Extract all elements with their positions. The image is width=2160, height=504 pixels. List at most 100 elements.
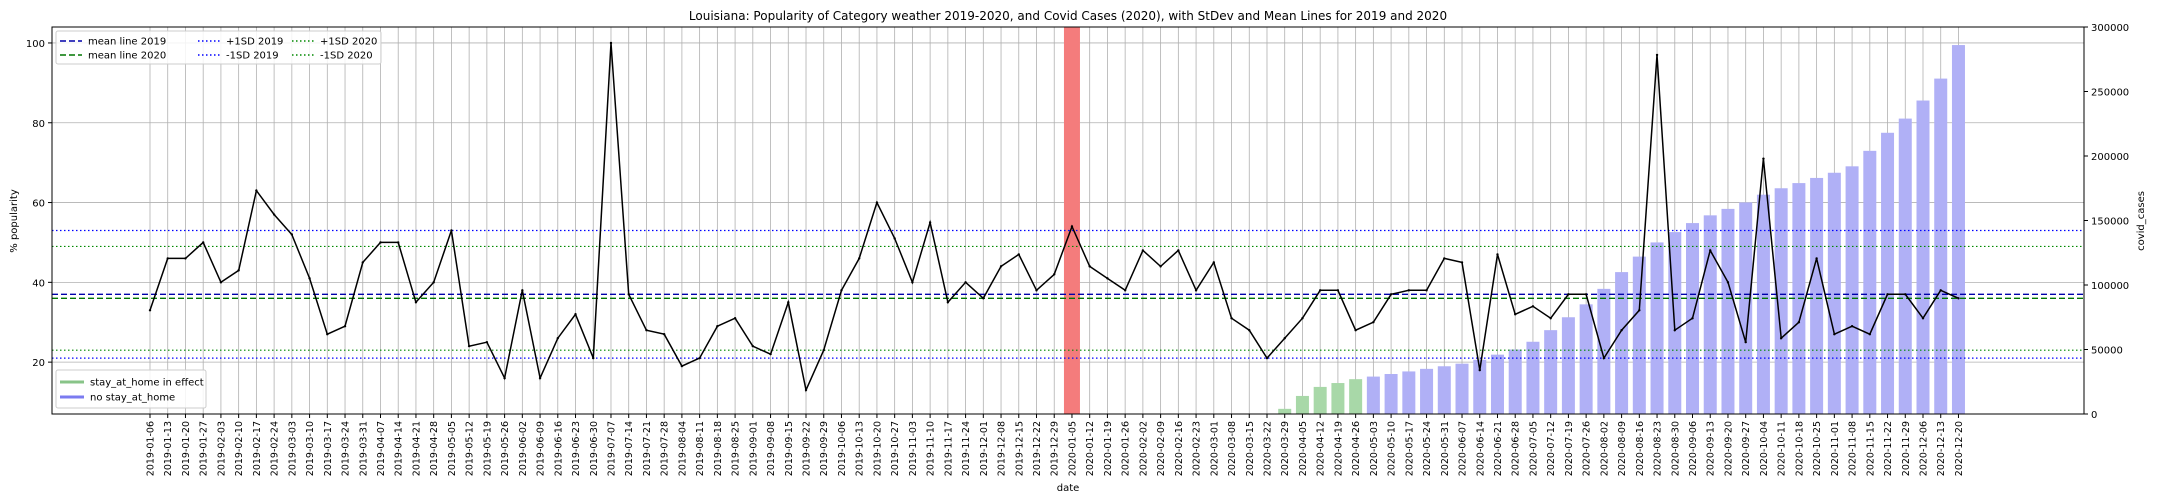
popularity-point bbox=[946, 301, 950, 304]
covid-bar bbox=[1845, 166, 1859, 414]
popularity-point bbox=[450, 229, 453, 232]
popularity-point bbox=[219, 281, 223, 284]
x-tick-label: 2019-12-01 bbox=[979, 421, 990, 476]
x-tick-label: 2020-04-26 bbox=[1351, 421, 1362, 476]
popularity-point bbox=[1638, 309, 1641, 312]
popularity-point bbox=[911, 281, 914, 284]
y-right-tick-label: 200000 bbox=[2091, 152, 2129, 163]
popularity-point bbox=[1212, 261, 1216, 264]
x-tick-label: 2020-06-07 bbox=[1458, 421, 1469, 476]
x-tick-label: 2020-03-22 bbox=[1262, 421, 1273, 476]
popularity-point bbox=[840, 289, 843, 292]
x-tick-label: 2020-01-19 bbox=[1103, 421, 1114, 476]
popularity-point bbox=[1815, 257, 1818, 260]
popularity-point bbox=[1035, 289, 1038, 292]
popularity-point bbox=[1762, 157, 1765, 160]
covid-bar bbox=[1490, 354, 1504, 414]
popularity-point bbox=[822, 348, 825, 352]
x-tick-label: 2019-04-14 bbox=[394, 421, 405, 476]
popularity-point bbox=[1779, 336, 1783, 340]
popularity-point bbox=[414, 301, 418, 304]
legend-line-label: +1SD 2020 bbox=[320, 37, 377, 48]
x-tick-label: 2019-07-14 bbox=[624, 421, 635, 476]
popularity-point bbox=[964, 281, 967, 284]
popularity-point bbox=[397, 241, 400, 244]
covid-bar bbox=[1810, 177, 1824, 414]
popularity-point bbox=[1868, 333, 1872, 336]
x-tick-label: 2020-03-08 bbox=[1227, 421, 1238, 476]
x-tick-label: 2020-01-26 bbox=[1121, 421, 1132, 476]
x-tick-label: 2020-08-30 bbox=[1670, 421, 1681, 476]
popularity-point bbox=[1886, 293, 1889, 296]
covid-bar bbox=[1650, 242, 1664, 414]
x-tick-label: 2020-06-14 bbox=[1475, 421, 1486, 476]
x-tick-label: 2020-03-29 bbox=[1280, 421, 1291, 476]
x-tick-label: 2019-12-22 bbox=[1032, 421, 1043, 476]
popularity-point bbox=[166, 257, 169, 260]
x-tick-label: 2019-05-26 bbox=[500, 421, 511, 476]
popularity-point bbox=[999, 265, 1003, 268]
x-tick-label: 2019-10-20 bbox=[872, 421, 883, 476]
x-tick-label: 2019-07-07 bbox=[606, 421, 617, 476]
x-tick-label: 2020-09-06 bbox=[1688, 421, 1699, 476]
popularity-point bbox=[1318, 289, 1322, 292]
x-tick-label: 2020-11-15 bbox=[1865, 421, 1876, 476]
popularity-point bbox=[875, 201, 879, 204]
popularity-point bbox=[255, 189, 258, 192]
popularity-point bbox=[290, 233, 294, 236]
popularity-point bbox=[982, 297, 985, 300]
x-tick-label: 2019-09-15 bbox=[784, 421, 795, 476]
x-tick-label: 2020-05-17 bbox=[1404, 421, 1415, 476]
popularity-point bbox=[1496, 253, 1499, 256]
legend-bar-label: no stay_at_home bbox=[90, 393, 175, 404]
covid-bar bbox=[1437, 366, 1451, 414]
popularity-point bbox=[1177, 249, 1180, 252]
popularity-point bbox=[1230, 317, 1233, 320]
x-tick-label: 2020-11-01 bbox=[1830, 421, 1841, 476]
x-tick-label: 2019-09-29 bbox=[819, 421, 830, 476]
popularity-point bbox=[485, 340, 489, 344]
popularity-point bbox=[1372, 321, 1375, 324]
highlight-band-rect bbox=[1063, 27, 1080, 414]
x-tick-label: 2020-07-12 bbox=[1546, 421, 1557, 476]
covid-bar bbox=[1561, 317, 1575, 414]
y-left-tick-label: 40 bbox=[32, 278, 45, 289]
x-tick-label: 2020-11-08 bbox=[1848, 421, 1859, 476]
covid-bar bbox=[1366, 376, 1380, 414]
x-tick-label: 2020-12-20 bbox=[1954, 421, 1965, 476]
x-tick-label: 2019-04-21 bbox=[411, 421, 422, 476]
x-tick-label: 2020-03-01 bbox=[1209, 421, 1220, 476]
covid-bar bbox=[1526, 341, 1540, 414]
popularity-point bbox=[592, 356, 595, 360]
popularity-point bbox=[521, 289, 524, 292]
x-tick-label: 2020-08-09 bbox=[1617, 421, 1628, 476]
popularity-point bbox=[1797, 321, 1801, 324]
covid-bar bbox=[1756, 194, 1770, 414]
x-tick-label: 2019-12-08 bbox=[997, 421, 1008, 476]
covid-bar bbox=[1544, 330, 1558, 414]
x-tick-label: 2019-11-17 bbox=[943, 421, 954, 476]
x-tick-label: 2019-02-03 bbox=[216, 421, 227, 476]
y-left-tick-label: 80 bbox=[32, 119, 45, 130]
x-tick-label: 2020-02-02 bbox=[1138, 421, 1149, 476]
x-tick-label: 2020-02-23 bbox=[1192, 421, 1203, 476]
popularity-point bbox=[1123, 289, 1127, 292]
popularity-point bbox=[1709, 249, 1712, 252]
x-tick-label: 2019-03-03 bbox=[287, 421, 298, 476]
popularity-point bbox=[1283, 336, 1286, 340]
popularity-point bbox=[538, 376, 542, 380]
popularity-point bbox=[326, 333, 329, 336]
popularity-point bbox=[609, 41, 613, 45]
covid-bar bbox=[1597, 288, 1611, 414]
popularity-point bbox=[1549, 317, 1552, 320]
y-right-tick-label: 100000 bbox=[2091, 281, 2129, 292]
y-right-tick-label: 0 bbox=[2091, 410, 2097, 421]
x-tick-label: 2019-03-31 bbox=[358, 421, 369, 476]
popularity-point bbox=[893, 237, 896, 240]
popularity-point bbox=[1070, 225, 1074, 228]
x-tick-label: 2020-01-05 bbox=[1067, 421, 1078, 476]
popularity-point bbox=[1265, 356, 1269, 360]
popularity-point bbox=[645, 329, 648, 332]
x-tick-label: 2020-02-09 bbox=[1156, 421, 1167, 476]
